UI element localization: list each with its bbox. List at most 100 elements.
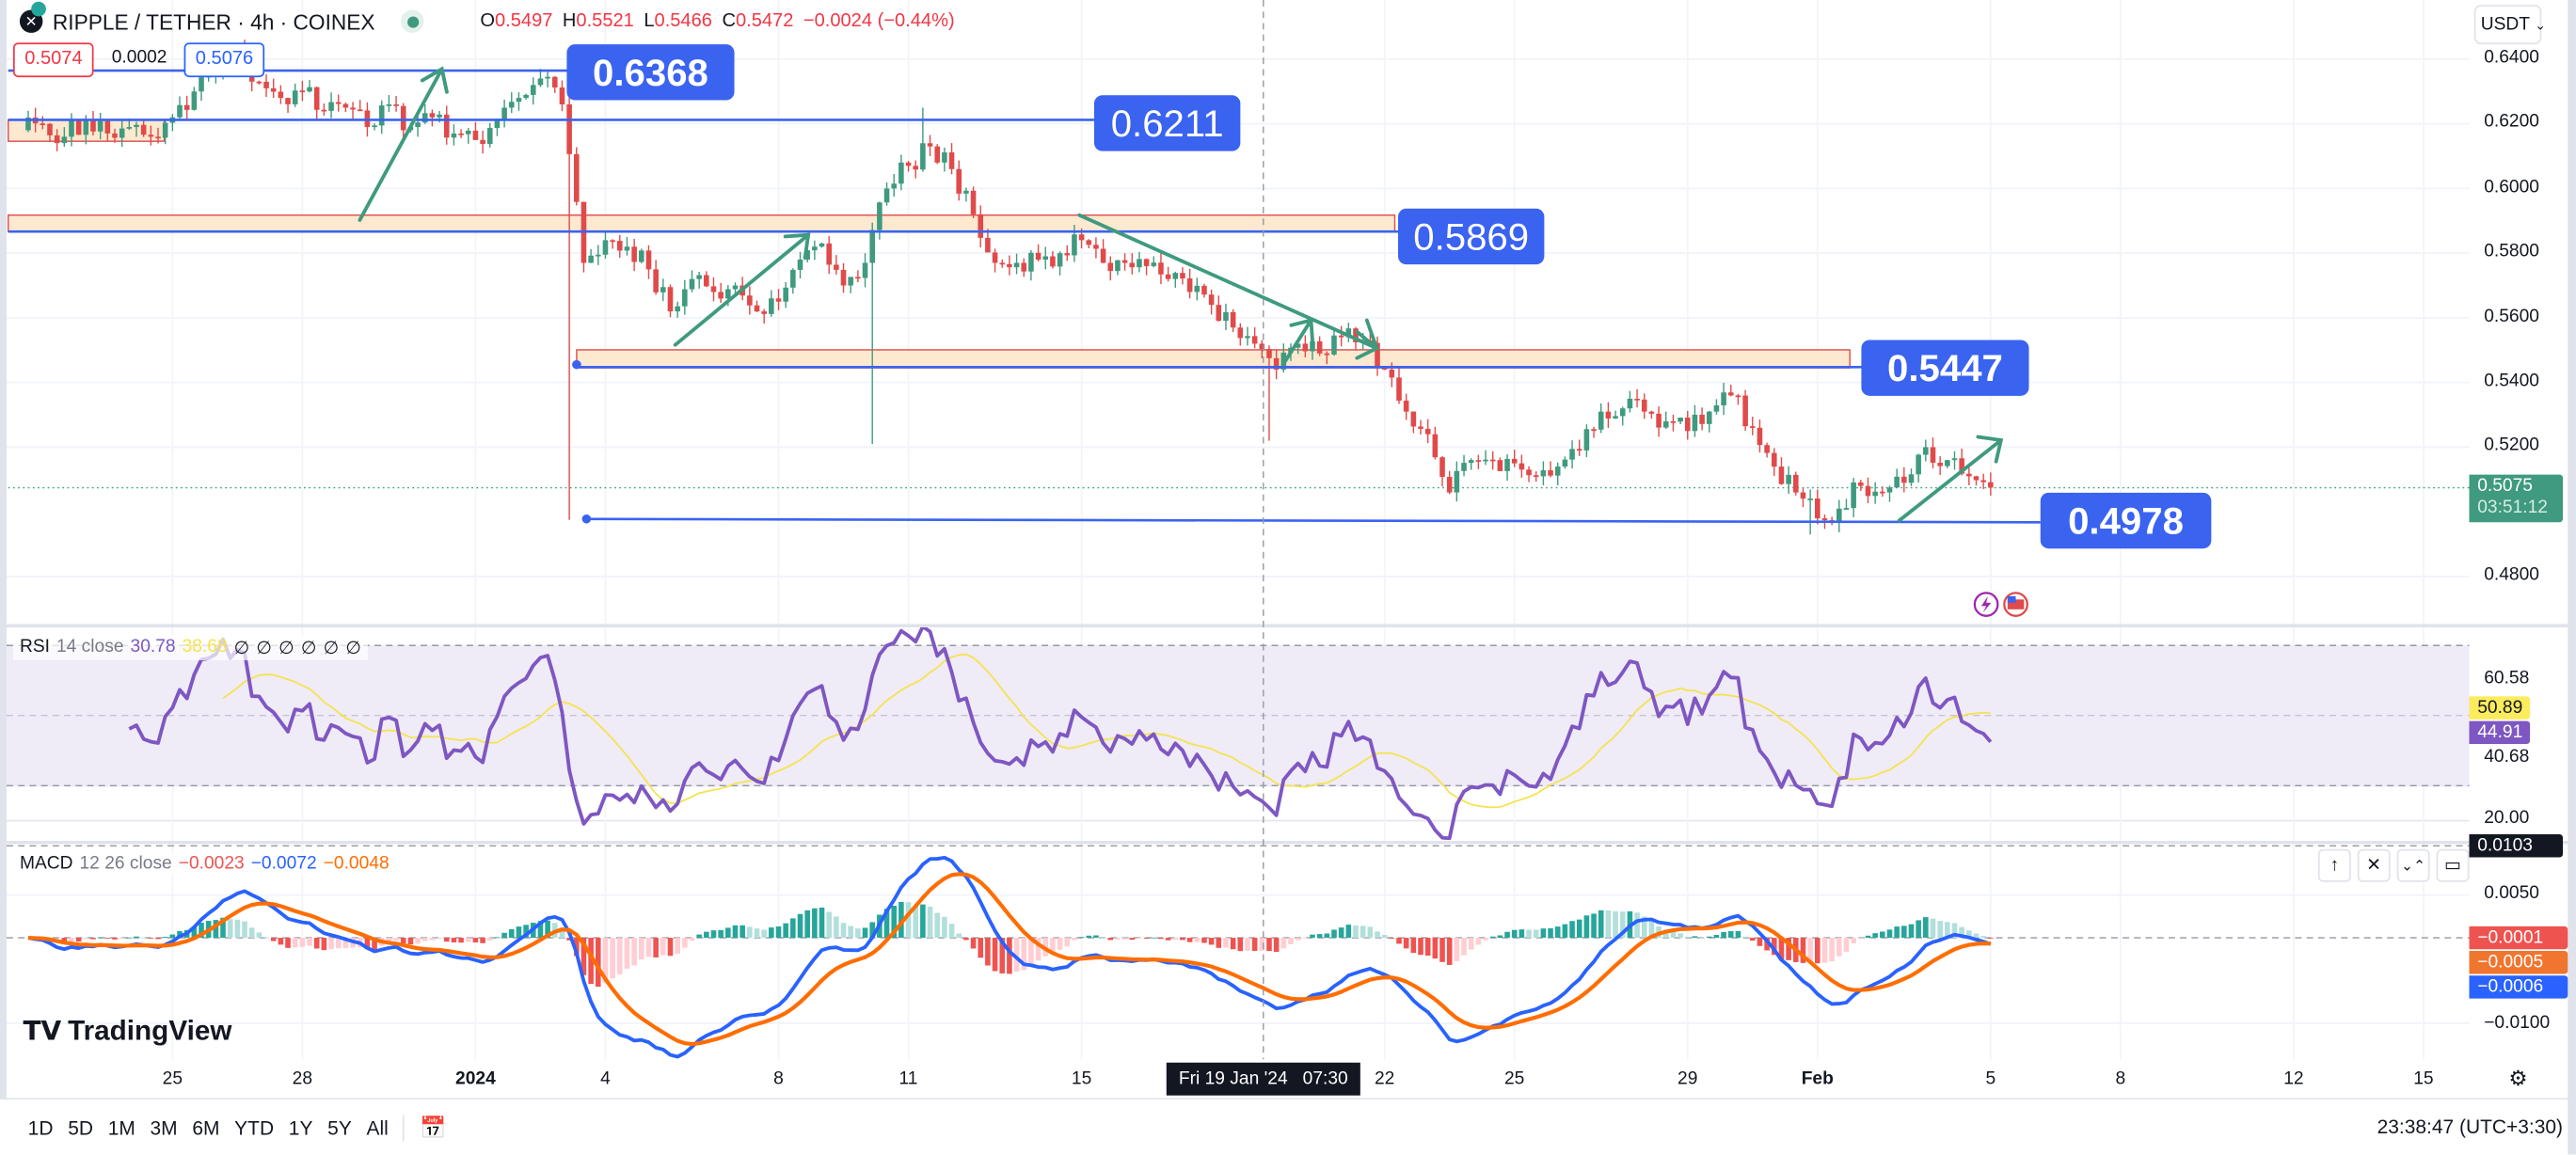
candle-body [299,90,306,93]
level-label[interactable]: 0.6368 [566,44,735,101]
macd-histogram-bar [516,926,522,939]
currency-select[interactable]: USDT ⌄ [2473,5,2546,45]
candle [913,160,919,179]
macd-histogram-bar [588,938,594,985]
macd-histogram-bar [1843,938,1850,952]
candle-body [559,87,565,104]
sell-button[interactable]: 0.5074 [12,42,94,78]
buy-button[interactable]: 0.5076 [183,42,265,78]
candle-body [1223,311,1229,322]
macd-histogram-bar [985,938,991,966]
candle [1916,453,1921,483]
level-label[interactable]: 0.4978 [2040,492,2212,549]
macd-histogram-bar [1353,925,1359,939]
calendar-icon[interactable]: 📅 [420,1115,447,1140]
macd-histogram-bar [1489,936,1496,939]
candle [1807,489,1813,535]
clock-timezone[interactable]: 23:38:47 (UTC+3:30) [2377,1115,2564,1139]
gear-icon[interactable]: ⚙ [2508,1066,2528,1091]
level-label[interactable]: 0.5869 [1397,208,1545,265]
candle [1432,426,1439,460]
candle [1980,473,1986,489]
macd-histogram-bar [1396,938,1402,944]
candle [134,121,139,137]
macd-histogram-bar [675,938,680,954]
candle [948,143,955,175]
candle-body [1843,508,1850,510]
range-1y[interactable]: 1Y [288,1116,313,1140]
macd-histogram-bar [1988,938,1994,939]
candle [1648,410,1655,419]
candle [90,111,96,136]
candle [1237,323,1244,346]
candle [1843,498,1850,511]
candle [1872,482,1878,504]
candle-body [307,87,312,92]
candle [970,186,977,218]
candle [1713,399,1720,415]
candle [1186,268,1193,299]
rsi-legend[interactable]: RSI 14 close 30.78 38.68 ∅ ∅ ∅ ∅ ∅ ∅ [12,635,369,660]
macd-histogram-bar [1230,938,1236,950]
last-price-tag: 0.5075 03:51:12 [2469,474,2564,523]
candle [1230,309,1236,332]
candle [775,289,782,310]
move-pane-up-button[interactable]: ↑ [2317,848,2351,882]
candle [1035,244,1042,261]
symbol-title[interactable]: RIPPLE / TETHER · 4h · COINEX [52,8,375,34]
candle-body [1324,353,1330,356]
rsi-ma-tag: 50.89 [2469,696,2531,720]
macd-histogram-bar [1727,930,1734,939]
macd-histogram-bar [1540,928,1547,939]
range-3m[interactable]: 3M [150,1116,178,1140]
macd-histogram-bar [1345,925,1352,939]
macd-histogram-bar [465,938,471,942]
range-ytd[interactable]: YTD [234,1116,275,1140]
macd-histogram-bar [140,937,147,939]
macd-histogram-bar [1093,935,1099,939]
candle [631,238,637,272]
candle-body [191,91,198,110]
macd-histogram-bar [1331,929,1337,939]
candle [1345,323,1352,342]
candle-body [1424,428,1431,435]
candle [191,87,198,111]
macd-histogram-bar [1021,938,1027,971]
macd-histogram-bar [1137,938,1142,939]
collapse-pane-button[interactable]: ⌄⌃ [2396,848,2430,882]
time-axis-label: 25 [162,1068,183,1089]
range-6m[interactable]: 6M [192,1116,220,1140]
candle-body [913,166,919,170]
range-1m[interactable]: 1M [107,1116,135,1140]
range-all[interactable]: All [366,1116,389,1140]
macd-legend[interactable]: MACD 12 26 close −0.0023 −0.0072 −0.0048 [12,852,396,876]
macd-histogram-bar [1424,938,1431,957]
macd-histogram-bar [1583,915,1590,939]
time-axis-label: 29 [1678,1068,1698,1089]
candle-body [465,130,471,134]
macd-histogram-bar [1216,938,1222,948]
candle [292,83,298,107]
left-border [0,0,7,1100]
candle [639,248,644,263]
range-1d[interactable]: 1D [27,1116,54,1140]
candle [112,128,118,143]
candle-body [1613,416,1618,419]
candle-body [732,285,739,290]
candle-body [1641,399,1647,412]
candle [61,127,68,147]
range-5y[interactable]: 5Y [327,1116,352,1140]
tradingview-logo[interactable]: 𝗧𝗩 TradingView [23,1015,232,1047]
level-label[interactable]: 0.5447 [1861,340,2029,396]
range-5d[interactable]: 5D [68,1116,93,1140]
candle [1727,384,1734,397]
candle [1050,250,1056,269]
level-label[interactable]: 0.6211 [1093,95,1241,151]
macd-histogram-bar [790,918,796,939]
maximize-pane-button[interactable]: ▭ [2436,848,2470,882]
candle [1901,467,1907,493]
close-pane-button[interactable]: ✕ [2357,848,2391,882]
candle [1316,336,1323,356]
macd-histogram-bar [1057,938,1063,950]
